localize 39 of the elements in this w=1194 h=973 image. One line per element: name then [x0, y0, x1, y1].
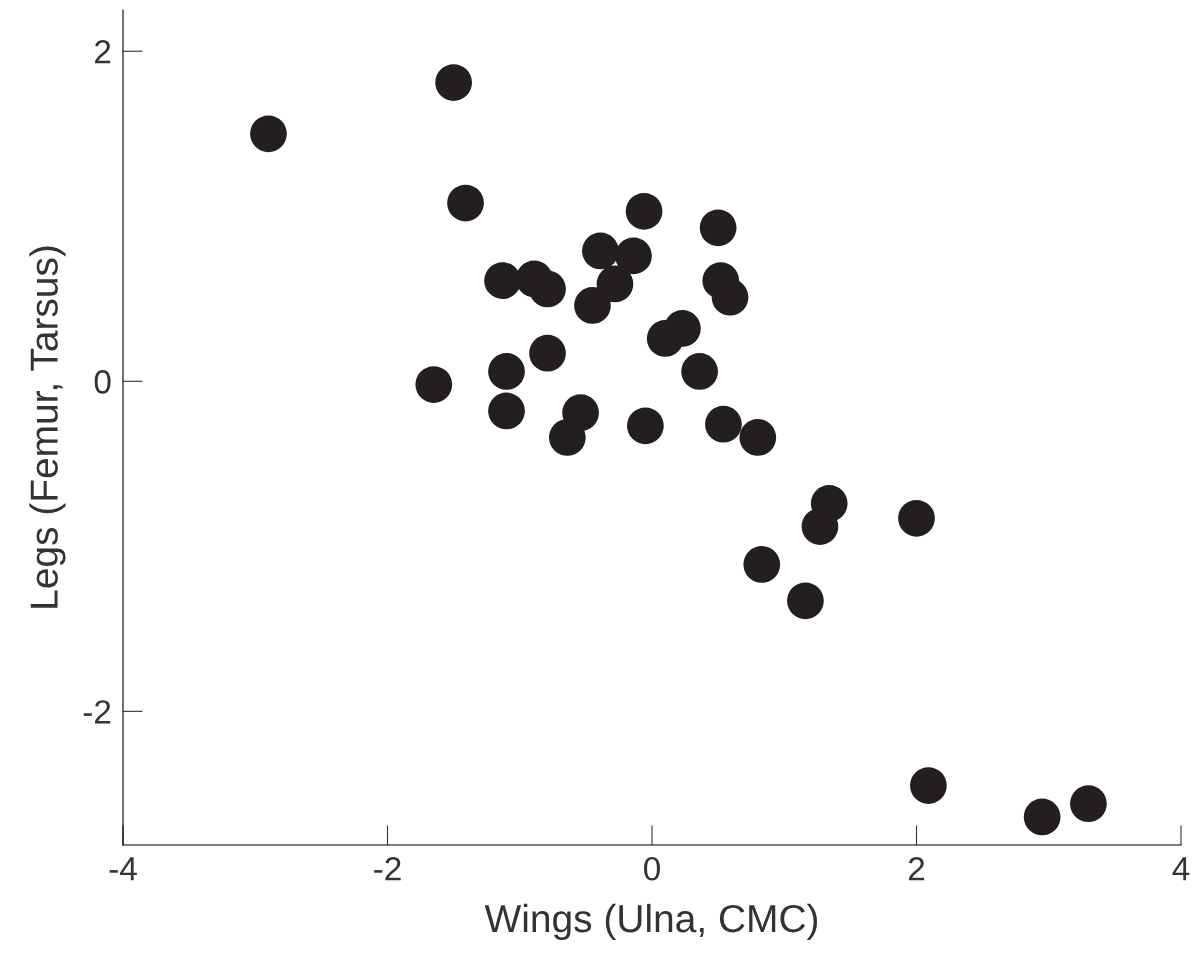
point: [582, 232, 619, 270]
y-tick-label: -2: [83, 700, 111, 724]
point: [743, 546, 781, 583]
point: [615, 237, 652, 275]
x-tick-label: 2: [908, 856, 925, 881]
point: [548, 419, 586, 456]
point: [711, 278, 749, 316]
point: [625, 192, 663, 230]
x-axis-title: Wings (Ulna, CMC): [484, 903, 818, 941]
x-tick-label: 0: [644, 856, 660, 881]
y-tick-label: 2: [95, 40, 111, 64]
point: [484, 262, 521, 300]
point: [574, 287, 611, 324]
x-tick-label: 4: [1172, 857, 1190, 881]
point: [787, 582, 824, 620]
point: [910, 767, 947, 804]
point: [1023, 798, 1061, 836]
point: [681, 353, 718, 390]
point: [488, 392, 525, 430]
x-tick-label: -2: [374, 856, 401, 881]
point: [447, 184, 484, 222]
point: [529, 270, 566, 308]
point: [488, 353, 525, 390]
point: [529, 334, 566, 372]
point: [627, 407, 664, 445]
point: [898, 499, 935, 537]
point: [801, 508, 839, 545]
point: [1070, 785, 1107, 823]
point: [250, 115, 287, 153]
point: [739, 419, 777, 456]
point: [415, 366, 453, 403]
point: [705, 405, 742, 443]
y-axis-title: Legs (Femur, Tarsus): [29, 246, 66, 608]
y-tick-label: 0: [94, 370, 111, 394]
point: [699, 209, 737, 247]
point: [435, 64, 472, 101]
point: [596, 265, 634, 303]
point: [646, 320, 684, 357]
x-tick-label: -4: [109, 857, 137, 881]
